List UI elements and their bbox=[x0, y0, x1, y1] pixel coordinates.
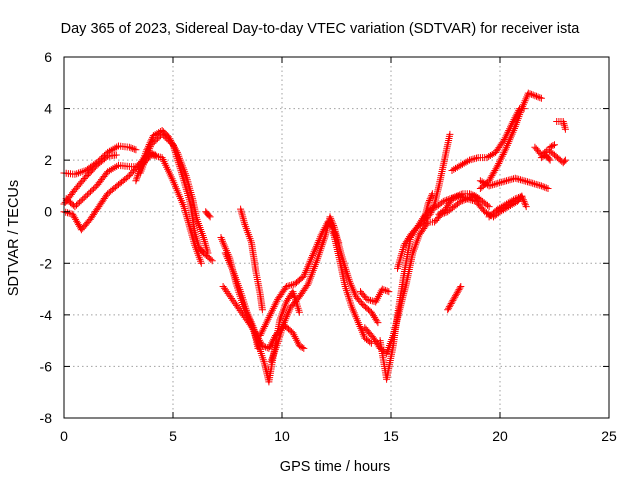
y-tick-label: -6 bbox=[40, 358, 53, 374]
data-track bbox=[546, 141, 558, 151]
x-tick-label: 15 bbox=[383, 428, 399, 444]
data-track bbox=[136, 130, 216, 265]
data-track bbox=[420, 190, 436, 226]
y-tick-label: 6 bbox=[44, 49, 52, 65]
data-track bbox=[553, 118, 569, 133]
chart-title: Day 365 of 2023, Sidereal Day-to-day VTE… bbox=[61, 21, 581, 37]
y-axis-label: SDTVAR / TECUs bbox=[6, 180, 22, 296]
data-track bbox=[476, 89, 545, 192]
data-track bbox=[448, 105, 528, 174]
y-tick-label: -4 bbox=[40, 307, 53, 323]
data-track bbox=[256, 218, 375, 347]
data-track bbox=[476, 174, 552, 192]
y-tick-label: 0 bbox=[44, 204, 52, 220]
y-tick-label: -2 bbox=[40, 255, 53, 271]
data-track bbox=[435, 192, 526, 221]
y-tick-label: -8 bbox=[40, 410, 53, 426]
x-axis-label: GPS time / hours bbox=[280, 459, 390, 475]
x-tick-label: 0 bbox=[60, 428, 68, 444]
data-track bbox=[357, 285, 393, 306]
data-track bbox=[537, 151, 554, 164]
gridlines bbox=[64, 57, 609, 418]
data-track bbox=[485, 192, 530, 221]
tick-labels: 0 5 10 15 20 25 -8 -6 -4 -2 0 2 4 6 bbox=[40, 49, 617, 444]
plot-frame bbox=[63, 56, 610, 419]
y-tick-label: 2 bbox=[44, 152, 52, 168]
data-points bbox=[60, 89, 569, 386]
axis-ticks bbox=[63, 56, 610, 419]
data-track bbox=[330, 228, 343, 247]
x-tick-label: 10 bbox=[274, 428, 290, 444]
data-track bbox=[237, 205, 266, 314]
y-tick-label: 4 bbox=[44, 101, 52, 117]
x-tick-label: 5 bbox=[169, 428, 177, 444]
x-tick-label: 20 bbox=[492, 428, 508, 444]
data-track bbox=[444, 283, 465, 314]
x-tick-label: 25 bbox=[601, 428, 617, 444]
data-track bbox=[202, 208, 214, 221]
